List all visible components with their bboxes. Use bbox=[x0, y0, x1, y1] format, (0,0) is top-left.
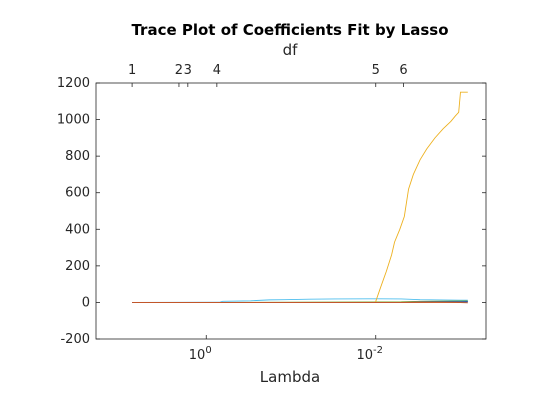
series-line-3 bbox=[132, 91, 468, 303]
df-tick-label: 6 bbox=[399, 63, 407, 78]
df-tick-label: 4 bbox=[213, 63, 221, 78]
series-layer bbox=[132, 91, 468, 304]
df-tick-label: 2 bbox=[175, 63, 183, 78]
chart-title: Trace Plot of Coefficients Fit by Lasso bbox=[131, 21, 448, 39]
y-tick-label: -200 bbox=[60, 332, 90, 347]
y-tick-label: 1000 bbox=[57, 113, 90, 128]
x-tick-label: 100 bbox=[189, 345, 212, 363]
y-tick-label: 400 bbox=[65, 222, 90, 237]
plot-area-frame bbox=[95, 82, 487, 340]
df-tick-label: 5 bbox=[372, 63, 380, 78]
df-tick-label: 1 bbox=[128, 63, 136, 78]
y-tick-label: 200 bbox=[65, 259, 90, 274]
x-tick-label: 10-2 bbox=[356, 345, 383, 363]
y-tick-label: 800 bbox=[65, 149, 90, 164]
x-axis-label: Lambda bbox=[260, 368, 320, 386]
df-tick-label: 3 bbox=[184, 63, 192, 78]
y-tick-label: 1200 bbox=[57, 76, 90, 91]
series-line-1 bbox=[132, 298, 468, 303]
top-axis-label: df bbox=[283, 41, 299, 59]
y-tick-label: 600 bbox=[65, 186, 90, 201]
y-tick-label: 0 bbox=[82, 295, 90, 310]
